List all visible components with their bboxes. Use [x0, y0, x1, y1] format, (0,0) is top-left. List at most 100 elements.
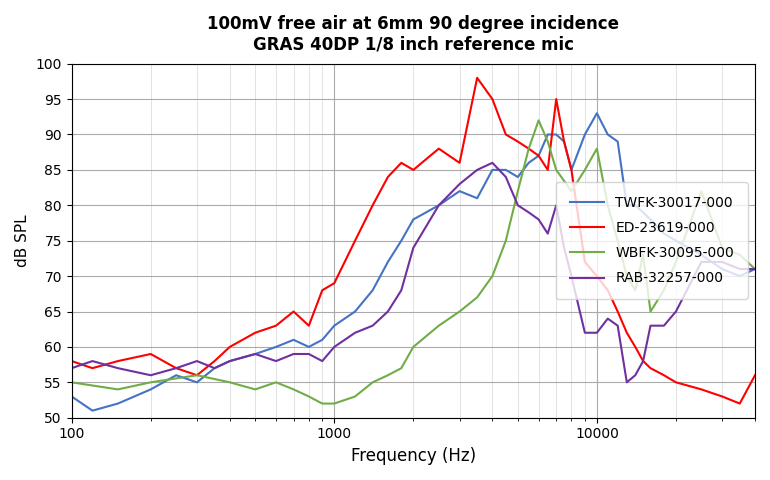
ED-23619-000: [318, 288, 327, 293]
ED-23619-000: [350, 238, 360, 243]
RAB-32257-000: [671, 309, 681, 314]
RAB-32257-000: [581, 330, 590, 336]
RAB-32257-000: [172, 365, 181, 371]
ED-23619-000: [192, 372, 202, 378]
ED-23619-000: [551, 96, 561, 102]
WBFK-30095-000: [622, 273, 631, 279]
WBFK-30095-000: [592, 146, 601, 152]
TWFK-30017-000: [67, 394, 76, 399]
TWFK-30017-000: [622, 203, 631, 208]
TWFK-30017-000: [603, 132, 612, 137]
TWFK-30017-000: [304, 344, 313, 350]
ED-23619-000: [543, 167, 552, 173]
TWFK-30017-000: [350, 309, 360, 314]
RAB-32257-000: [603, 316, 612, 322]
WBFK-30095-000: [271, 379, 280, 385]
RAB-32257-000: [146, 372, 156, 378]
WBFK-30095-000: [659, 288, 668, 293]
TWFK-30017-000: [409, 216, 418, 222]
TWFK-30017-000: [210, 365, 219, 371]
ED-23619-000: [330, 280, 339, 286]
RAB-32257-000: [383, 309, 393, 314]
ED-23619-000: [250, 330, 259, 336]
RAB-32257-000: [646, 323, 655, 328]
WBFK-30095-000: [146, 379, 156, 385]
RAB-32257-000: [567, 273, 576, 279]
TWFK-30017-000: [659, 231, 668, 237]
RAB-32257-000: [592, 330, 601, 336]
RAB-32257-000: [697, 259, 706, 265]
TWFK-30017-000: [397, 238, 406, 243]
ED-23619-000: [659, 372, 668, 378]
RAB-32257-000: [455, 181, 464, 187]
RAB-32257-000: [501, 174, 511, 180]
RAB-32257-000: [659, 323, 668, 328]
RAB-32257-000: [304, 351, 313, 357]
WBFK-30095-000: [330, 401, 339, 407]
WBFK-30095-000: [551, 167, 561, 173]
RAB-32257-000: [524, 209, 534, 215]
TWFK-30017-000: [271, 344, 280, 350]
WBFK-30095-000: [671, 259, 681, 265]
WBFK-30095-000: [250, 386, 259, 392]
RAB-32257-000: [487, 160, 497, 166]
WBFK-30095-000: [304, 394, 313, 399]
TWFK-30017-000: [638, 209, 648, 215]
ED-23619-000: [304, 323, 313, 328]
ED-23619-000: [603, 288, 612, 293]
TWFK-30017-000: [524, 160, 534, 166]
WBFK-30095-000: [192, 372, 202, 378]
ED-23619-000: [718, 394, 727, 399]
ED-23619-000: [434, 146, 444, 152]
ED-23619-000: [592, 273, 601, 279]
ED-23619-000: [487, 96, 497, 102]
ED-23619-000: [383, 174, 393, 180]
WBFK-30095-000: [350, 394, 360, 399]
TWFK-30017-000: [560, 139, 569, 144]
TWFK-30017-000: [318, 337, 327, 343]
WBFK-30095-000: [383, 372, 393, 378]
RAB-32257-000: [330, 344, 339, 350]
RAB-32257-000: [409, 245, 418, 251]
WBFK-30095-000: [613, 238, 622, 243]
ED-23619-000: [501, 132, 511, 137]
TWFK-30017-000: [501, 167, 511, 173]
RAB-32257-000: [543, 231, 552, 237]
TWFK-30017-000: [592, 110, 601, 116]
ED-23619-000: [631, 344, 640, 350]
TWFK-30017-000: [514, 174, 523, 180]
RAB-32257-000: [638, 358, 648, 364]
ED-23619-000: [622, 330, 631, 336]
WBFK-30095-000: [514, 188, 523, 194]
TWFK-30017-000: [718, 266, 727, 272]
ED-23619-000: [567, 167, 576, 173]
RAB-32257-000: [718, 259, 727, 265]
WBFK-30095-000: [225, 379, 234, 385]
RAB-32257-000: [113, 365, 122, 371]
TWFK-30017-000: [225, 358, 234, 364]
ED-23619-000: [581, 259, 590, 265]
TWFK-30017-000: [383, 259, 393, 265]
ED-23619-000: [271, 323, 280, 328]
RAB-32257-000: [434, 203, 444, 208]
WBFK-30095-000: [638, 252, 648, 258]
ED-23619-000: [671, 379, 681, 385]
ED-23619-000: [225, 344, 234, 350]
TWFK-30017-000: [289, 337, 298, 343]
RAB-32257-000: [473, 167, 482, 173]
ED-23619-000: [88, 365, 97, 371]
TWFK-30017-000: [646, 216, 655, 222]
Line: WBFK-30095-000: WBFK-30095-000: [72, 120, 755, 404]
ED-23619-000: [534, 153, 544, 158]
TWFK-30017-000: [671, 238, 681, 243]
WBFK-30095-000: [473, 294, 482, 300]
ED-23619-000: [368, 203, 377, 208]
WBFK-30095-000: [581, 167, 590, 173]
WBFK-30095-000: [646, 309, 655, 314]
ED-23619-000: [455, 160, 464, 166]
TWFK-30017-000: [543, 132, 552, 137]
RAB-32257-000: [271, 358, 280, 364]
RAB-32257-000: [318, 358, 327, 364]
WBFK-30095-000: [631, 288, 640, 293]
Line: RAB-32257-000: RAB-32257-000: [72, 163, 755, 382]
